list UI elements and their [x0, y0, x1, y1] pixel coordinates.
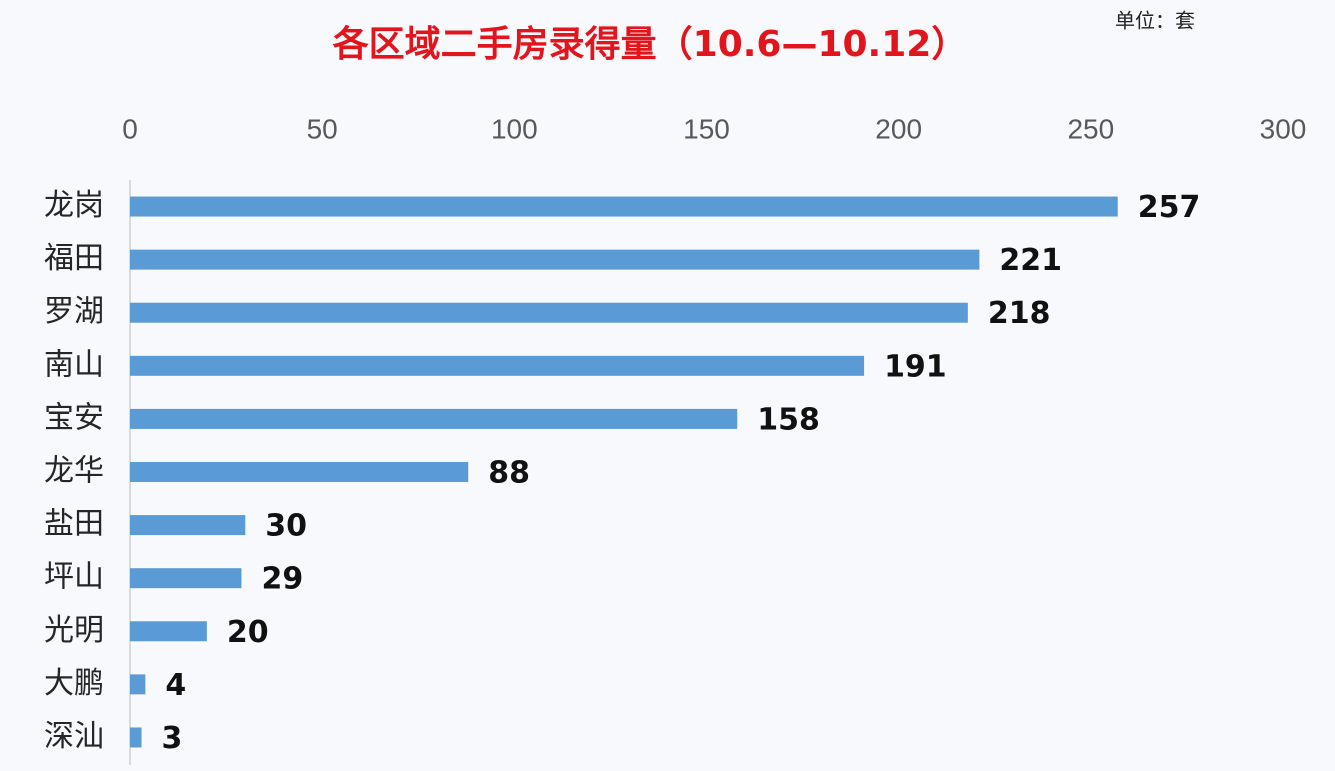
y-tick-label: 龙岗	[44, 188, 104, 223]
x-tick-label: 150	[683, 113, 730, 144]
y-tick-label: 光明	[44, 613, 104, 648]
bar	[130, 568, 242, 589]
bar	[130, 302, 968, 323]
bar	[130, 727, 142, 748]
bar	[130, 674, 146, 695]
x-tick-label: 0	[122, 113, 138, 144]
data-label: 88	[488, 456, 530, 491]
y-tick-label: 大鹏	[44, 666, 104, 701]
data-label: 20	[227, 615, 269, 650]
y-tick-label: 南山	[44, 347, 104, 382]
data-label: 30	[265, 509, 307, 544]
bar	[130, 408, 738, 429]
data-label: 29	[261, 562, 303, 597]
x-tick-label: 50	[307, 113, 338, 144]
data-label: 158	[757, 402, 820, 437]
data-label: 4	[165, 668, 186, 703]
bar	[130, 621, 207, 642]
bar	[130, 355, 865, 376]
chart-title: 各区域二手房录得量（10.6—10.12）	[333, 24, 968, 65]
data-label: 221	[999, 243, 1062, 278]
data-label: 218	[988, 296, 1051, 331]
data-label: 257	[1138, 190, 1201, 225]
x-tick-label: 250	[1067, 113, 1114, 144]
y-tick-label: 宝安	[44, 400, 104, 435]
data-label: 191	[884, 349, 947, 384]
y-tick-label: 坪山	[44, 560, 104, 595]
x-tick-label: 300	[1260, 113, 1307, 144]
y-tick-label: 罗湖	[44, 294, 104, 329]
y-tick-label: 深汕	[44, 719, 104, 754]
y-tick-label: 福田	[44, 241, 104, 276]
data-label: 3	[162, 721, 183, 756]
x-tick-label: 100	[491, 113, 538, 144]
unit-label: 单位：套	[1115, 9, 1195, 33]
bar	[130, 462, 469, 482]
x-tick-label: 200	[875, 113, 922, 144]
y-tick-label: 盐田	[44, 507, 104, 542]
y-tick-label: 龙华	[44, 454, 104, 489]
bar	[130, 196, 1118, 217]
bar	[130, 515, 246, 536]
bar	[130, 249, 980, 270]
